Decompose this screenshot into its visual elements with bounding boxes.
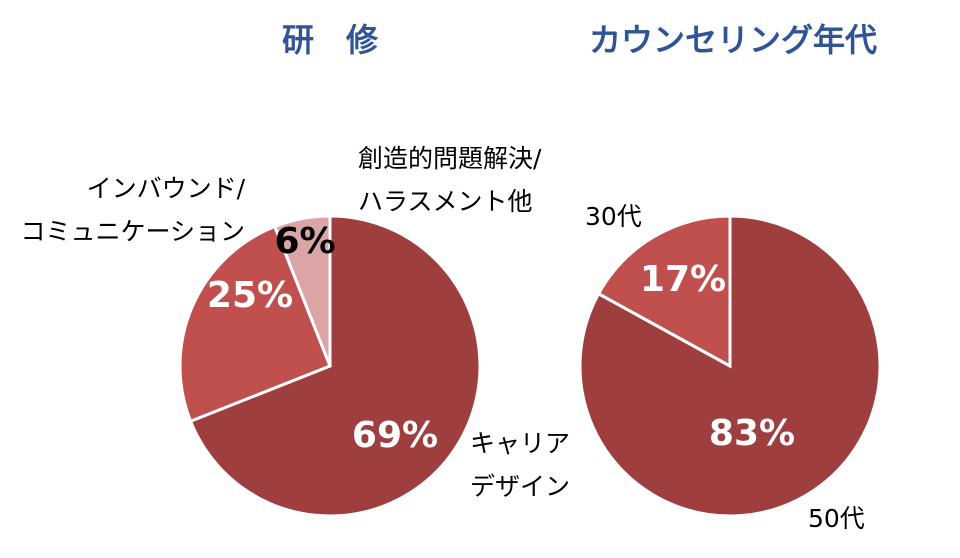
category-label: コミュニケーション — [20, 217, 245, 246]
value-label: 83% — [709, 413, 795, 454]
pie-slice — [188, 214, 482, 518]
value-label: 69% — [352, 415, 438, 456]
value-label: 6% — [274, 221, 335, 262]
value-label: 25% — [207, 275, 293, 316]
category-label: 創造的問題解決/ — [358, 144, 542, 173]
chart-title: カウンセリング年代 — [589, 21, 877, 59]
pie-slice — [596, 214, 732, 369]
category-label: 50代 — [808, 504, 865, 533]
category-label: 30代 — [585, 202, 642, 231]
category-label: インバウンド/ — [87, 174, 246, 203]
chart-title: 研 修 — [282, 21, 379, 59]
value-label: 17% — [640, 259, 726, 300]
category-label: デザイン — [470, 472, 570, 501]
category-label: ハラスメント他 — [358, 187, 533, 216]
category-label: キャリア — [470, 429, 570, 458]
pie-slice — [272, 214, 332, 367]
